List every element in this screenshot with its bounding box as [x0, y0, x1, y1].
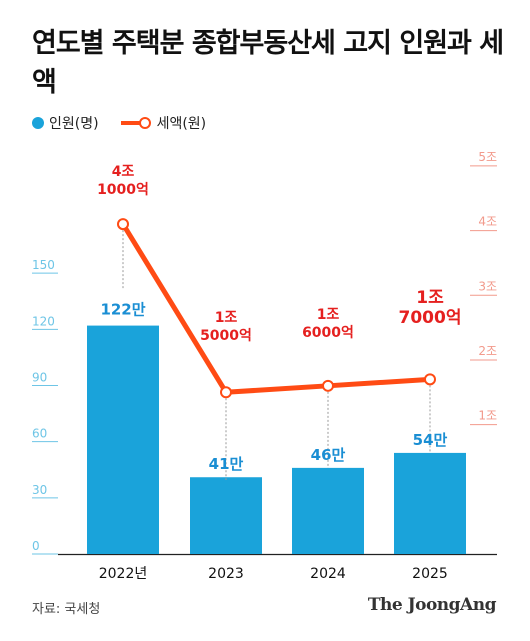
bar — [394, 452, 466, 554]
tax-point — [117, 218, 129, 231]
chart-title: 연도별 주택분 종합부동산세 고지 인원과 세액 — [32, 28, 504, 98]
bar-data-label: 41만 — [209, 455, 244, 473]
brand-logo: The JoongAng — [367, 595, 497, 615]
right-axis-tick-label: 2조 — [478, 344, 497, 358]
legend-tax-label: 세액(원) — [156, 116, 207, 132]
x-axis-category-label: 2025 — [412, 566, 448, 582]
legend-tax-swatch — [120, 117, 151, 129]
legend: 인원(명) 세액(원) — [32, 113, 206, 133]
line-data-label: 1조 — [215, 310, 238, 326]
line-data-label: 1조 — [317, 307, 340, 323]
tax-point — [322, 379, 334, 392]
left-axis-tick-label: 90 — [32, 371, 47, 385]
line-data-label: 4조 — [112, 164, 135, 180]
left-axis-tick-label: 30 — [32, 483, 47, 497]
source-note: 자료: 국세청 — [32, 602, 101, 617]
line-data-label: 6000억 — [302, 325, 354, 341]
bar — [190, 477, 262, 554]
x-axis-category-label: 2022년 — [99, 566, 148, 582]
bar-data-label: 54만 — [413, 431, 448, 449]
x-axis-category-label: 2023 — [208, 566, 244, 582]
left-axis-tick-label: 120 — [32, 314, 55, 328]
bar — [87, 325, 159, 554]
line-data-label: 1000억 — [97, 182, 149, 198]
line-data-label: 1조 — [416, 288, 444, 308]
right-axis-tick-label: 1조 — [478, 409, 497, 423]
tax-point — [220, 386, 232, 399]
tax-point — [424, 373, 436, 386]
line-data-label: 5000억 — [200, 328, 252, 344]
line-data-label: 7000억 — [399, 308, 462, 328]
legend-people-label: 인원(명) — [49, 116, 99, 132]
right-axis-tick-label: 3조 — [478, 279, 497, 293]
left-axis-tick-label: 60 — [32, 427, 47, 441]
legend-people-swatch — [32, 117, 44, 129]
left-axis-tick-label: 150 — [32, 258, 55, 272]
bar-data-label: 122만 — [100, 301, 145, 319]
right-axis-tick-label: 4조 — [478, 215, 497, 229]
right-axis-tick-label: 5조 — [478, 150, 497, 164]
bar-data-label: 46만 — [311, 446, 346, 464]
left-axis-tick-label: 0 — [32, 539, 40, 553]
x-axis-category-label: 2024 — [310, 566, 346, 582]
bar — [292, 467, 364, 554]
tax-line — [120, 221, 433, 395]
